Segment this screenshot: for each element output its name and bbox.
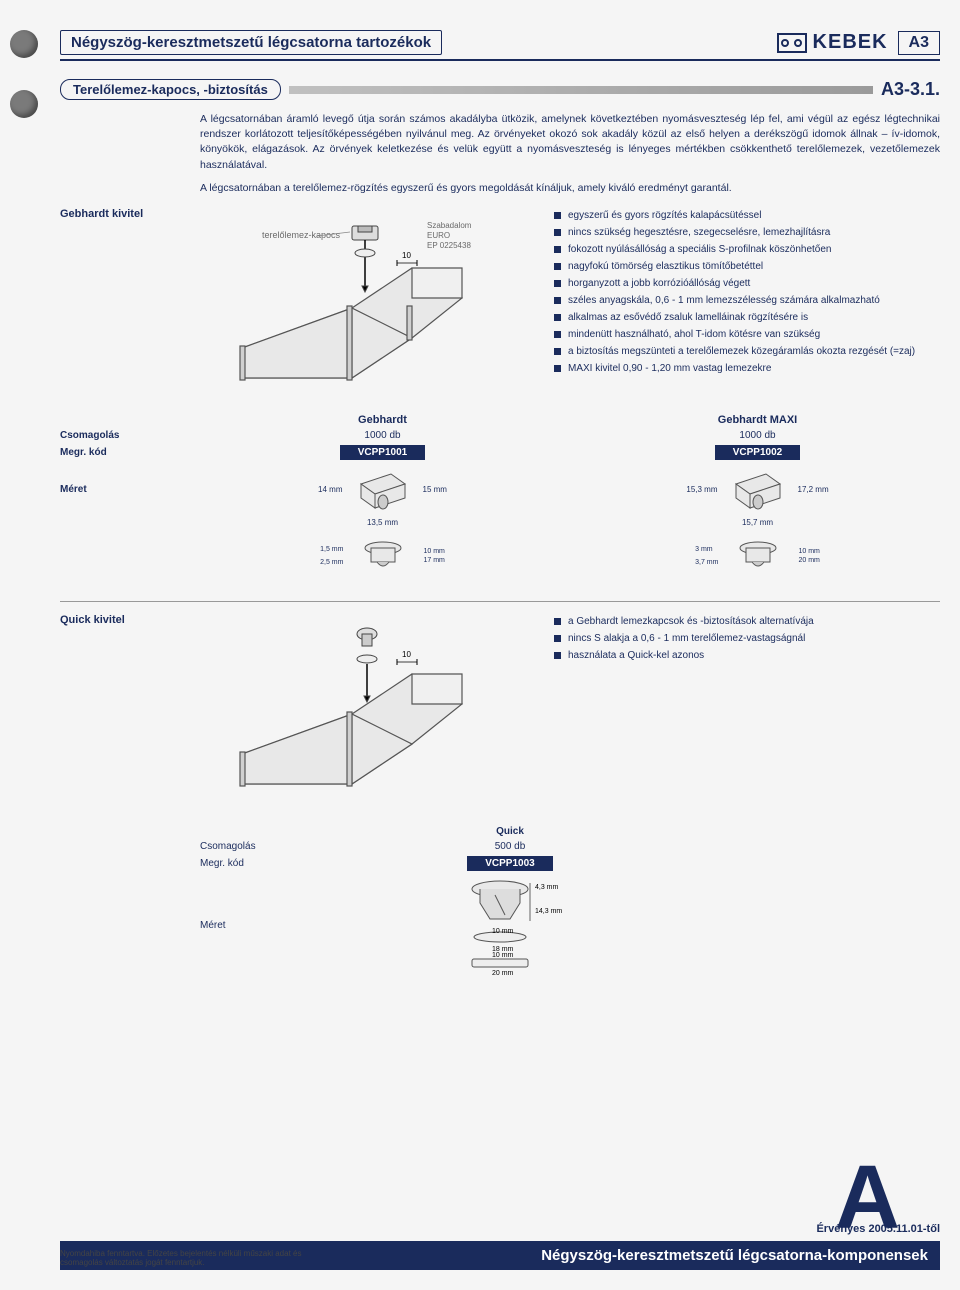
feature-item: MAXI kivitel 0,90 - 1,20 mm vastag lemez… <box>554 361 940 376</box>
intro-text: A légcsatornában áramló levegő útja sorá… <box>200 112 940 196</box>
svg-text:10 mm: 10 mm <box>492 928 514 935</box>
feature-item: alkalmas az esővédő zsaluk lamelláinak r… <box>554 310 940 325</box>
quick-section: Quick kivitel <box>60 601 940 814</box>
svg-text:EP 0225438: EP 0225438 <box>427 241 471 250</box>
quick-label: Quick kivitel <box>60 614 190 626</box>
gebhardt-spec-table: Gebhardt Gebhardt MAXI Csomagolás 1000 d… <box>60 414 940 581</box>
footer-valid: Érvényes 2005.11.01-től <box>60 1223 940 1235</box>
quick-dims: 4,3 mm 14,3 mm 10 mm 18 mm 10 mm 20 mm <box>340 875 680 975</box>
feature-item: egyszerű és gyors rögzítés kalapácsütéss… <box>554 208 940 223</box>
code2: VCPP1002 <box>715 445 800 460</box>
row-pack-label: Csomagolás <box>60 430 190 441</box>
page-title: Négyszög-keresztmetszetű légcsatorna tar… <box>60 30 442 55</box>
pack1: 1000 db <box>200 430 565 441</box>
feature-item: használata a Quick-kel azonos <box>554 648 940 663</box>
svg-text:10: 10 <box>402 251 411 260</box>
svg-text:10: 10 <box>402 650 411 659</box>
section-code: A3-3.1. <box>881 79 940 100</box>
row-code-label: Megr. kód <box>200 858 330 869</box>
col-gebhardt: Gebhardt <box>200 414 565 426</box>
intro-p2: A légcsatornában a terelőlemez-rögzítés … <box>200 181 940 196</box>
gebhardt-section: Gebhardt kivitel <box>60 208 940 408</box>
section-subheader: Terelőlemez-kapocs, -biztosítás A3-3.1. <box>60 79 940 100</box>
dim-gebhardt-side: 1,5 mm 2,5 mm 10 mm 17 mm <box>200 531 565 581</box>
col-gebhardt-maxi: Gebhardt MAXI <box>575 414 940 426</box>
dim-gebhardt-maxi: 15,3 mm 17,2 mm <box>575 464 940 514</box>
feature-item: a Gebhardt lemezkapcsok és -biztosítások… <box>554 614 940 629</box>
page-code: A3 <box>898 31 940 55</box>
feature-item: nincs S alakja a 0,6 - 1 mm terelőlemez-… <box>554 631 940 646</box>
illus-label: terelőlemez-kapocs <box>262 230 341 240</box>
dim-gebhardt: 14 mm 15 mm <box>200 464 565 514</box>
brand-logo: KEBEK <box>777 31 888 54</box>
pack2: 1000 db <box>575 430 940 441</box>
section-title: Terelőlemez-kapocs, -biztosítás <box>60 79 281 100</box>
feature-item: széles anyagskála, 0,6 - 1 mm lemezszéle… <box>554 293 940 308</box>
footer-disclaimer: Nyomdahiba fenntartva. Előzetes bejelent… <box>60 1249 320 1268</box>
quick-features: a Gebhardt lemezkapcsok és -biztosítások… <box>554 614 940 663</box>
feature-item: nagyfokú tömörség elasztikus tömítőbetét… <box>554 259 940 274</box>
quick-pack: 500 db <box>340 841 680 852</box>
feature-item: nincs szükség hegesztésre, szegecselésre… <box>554 225 940 240</box>
page-footer: Érvényes 2005.11.01-től Négyszög-kereszt… <box>60 1223 940 1270</box>
gebhardt-label: Gebhardt kivitel <box>60 208 190 220</box>
logo-icon <box>777 33 807 53</box>
dim-gebhardt-maxi-side: 3 mm 3,7 mm 10 mm 20 mm <box>575 531 940 581</box>
quick-code: VCPP1003 <box>467 856 552 871</box>
brand-name: KEBEK <box>813 31 888 54</box>
code1: VCPP1001 <box>340 445 425 460</box>
section-bar <box>289 86 873 94</box>
gebhardt-features: egyszerű és gyors rögzítés kalapácsütéss… <box>554 208 940 376</box>
row-size-label: Méret <box>200 920 330 931</box>
quick-spec-table: Quick Csomagolás 500 db Megr. kód VCPP10… <box>200 826 680 975</box>
gebhardt-illustration: terelőlemez-kapocs Szabadalom EURO EP 02… <box>202 208 542 408</box>
feature-item: fokozott nyúlásállóság a speciális S-pro… <box>554 242 940 257</box>
quick-illustration: 10 <box>202 614 542 814</box>
svg-text:EURO: EURO <box>427 231 450 240</box>
page-header: Négyszög-keresztmetszetű légcsatorna tar… <box>60 30 940 61</box>
row-size-label: Méret <box>60 484 190 495</box>
row-pack-label: Csomagolás <box>200 841 330 852</box>
svg-text:20 mm: 20 mm <box>492 970 514 975</box>
svg-text:10 mm: 10 mm <box>492 952 514 959</box>
svg-text:14,3 mm: 14,3 mm <box>535 908 562 915</box>
feature-item: mindenütt használható, ahol T-idom kötés… <box>554 327 940 342</box>
intro-p1: A légcsatornában áramló levegő útja sorá… <box>200 112 940 173</box>
feature-item: a biztosítás megszünteti a terelőlemezek… <box>554 344 940 359</box>
svg-text:Szabadalom: Szabadalom <box>427 221 472 230</box>
feature-item: horganyzott a jobb korrózióállóság véget… <box>554 276 940 291</box>
row-code-label: Megr. kód <box>60 447 190 458</box>
col-quick: Quick <box>340 826 680 837</box>
svg-text:4,3 mm: 4,3 mm <box>535 884 559 891</box>
